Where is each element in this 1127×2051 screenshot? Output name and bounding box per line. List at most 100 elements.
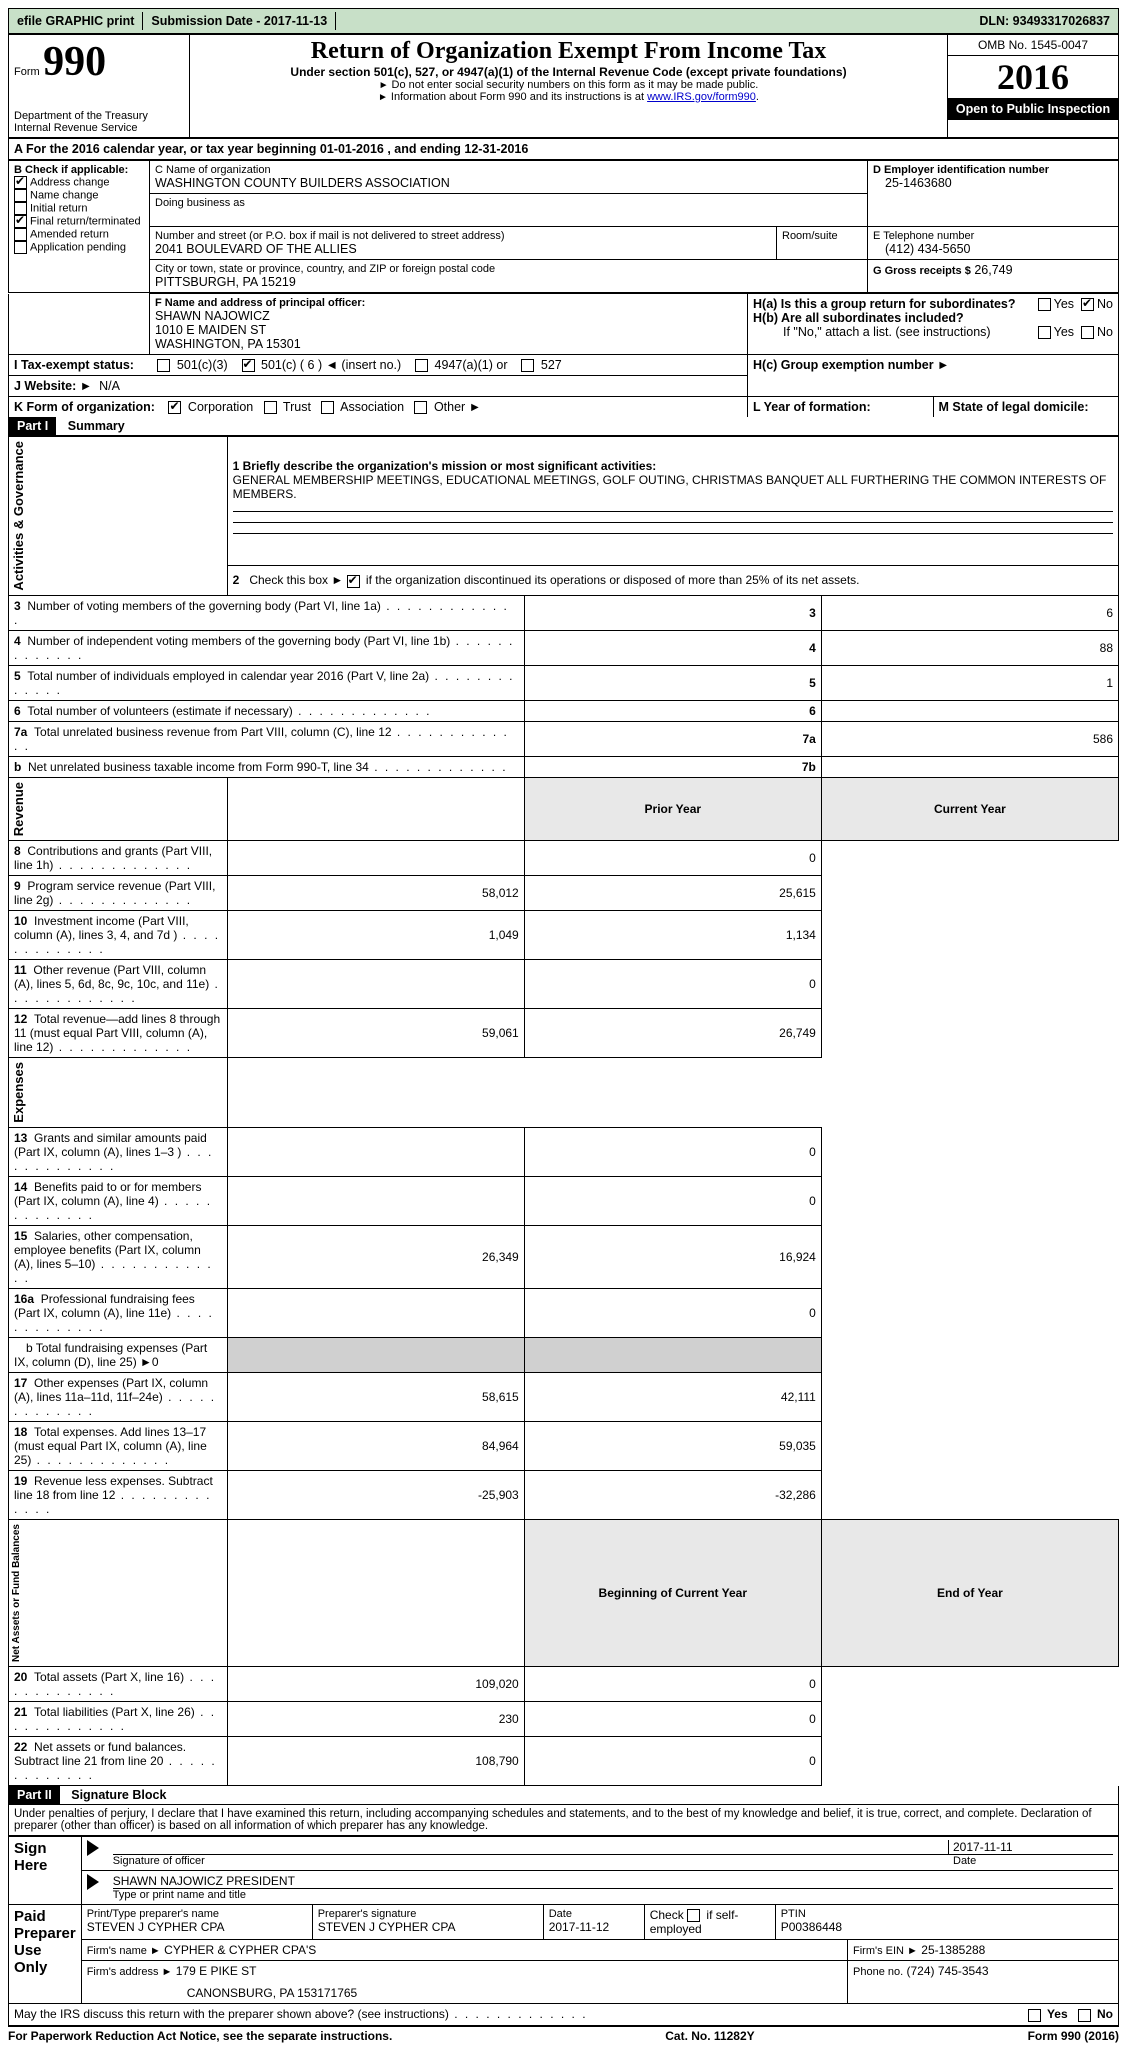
prep-date: 2017-11-12 [549, 1920, 639, 1934]
dln: DLN: 93493317026837 [971, 12, 1118, 30]
signature-block: Sign Here 2017-11-11 Signature of office… [8, 1836, 1119, 2026]
summary-line-text: Net assets or fund balances. Subtract li… [14, 1740, 217, 1782]
summary-line-text: Total expenses. Add lines 13–17 (must eq… [14, 1425, 207, 1467]
self-employed-checkbox[interactable] [687, 1909, 700, 1922]
open-to-public: Open to Public Inspection [948, 98, 1118, 120]
dept-treasury: Department of the Treasury [14, 110, 184, 122]
line-key: 7b [524, 756, 821, 777]
line2-text: 2 Check this box ► if the organization d… [233, 573, 860, 587]
prep-sig-label: Preparer's signature [318, 1908, 538, 1920]
current-year-value: 1,134 [524, 911, 821, 960]
part2-title: Signature Block [63, 1788, 166, 1802]
hb-yes-checkbox[interactable] [1038, 326, 1051, 339]
summary-line-text: Total revenue—add lines 8 through 11 (mu… [14, 1012, 220, 1054]
box-b-checkbox[interactable] [14, 241, 27, 254]
hb-no-checkbox[interactable] [1081, 326, 1094, 339]
no-label: No [1097, 325, 1113, 339]
vlabel-expenses: Expenses [9, 1058, 28, 1127]
firm-addr1: 179 E PIKE ST [176, 1964, 257, 1978]
officer-addr1: 1010 E MAIDEN ST [155, 323, 742, 337]
firm-ein-label: Firm's EIN ► [853, 1945, 918, 1957]
current-year-value: -32,286 [524, 1470, 821, 1519]
form-title: Return of Organization Exempt From Incom… [195, 38, 942, 65]
discuss-yes-checkbox[interactable] [1028, 2009, 1041, 2022]
org-form-checkbox[interactable] [264, 401, 277, 414]
box-b-label: Final return/terminated [30, 215, 141, 227]
org-form-checkbox[interactable] [168, 401, 181, 414]
prior-year-value [227, 1127, 524, 1176]
firm-phone: (724) 745-3543 [907, 1964, 989, 1978]
box-b-checkbox[interactable] [14, 176, 27, 189]
box-b-checkbox[interactable] [14, 189, 27, 202]
officer-name: SHAWN NAJOWICZ [155, 309, 742, 323]
sign-here-label: Sign Here [9, 1836, 82, 1904]
perjury-declaration: Under penalties of perjury, I declare th… [8, 1805, 1119, 1836]
prior-year-value [227, 1288, 524, 1337]
ptin-label: PTIN [781, 1908, 1113, 1920]
summary-line-text: Total unrelated business revenue from Pa… [14, 725, 509, 753]
box-b-title: B Check if applicable: [14, 164, 144, 176]
summary-line-text: Revenue less expenses. Subtract line 18 … [14, 1474, 213, 1516]
current-year-value: 59,035 [524, 1421, 821, 1470]
ha-no-checkbox[interactable] [1081, 298, 1094, 311]
box-b-label: Initial return [30, 202, 87, 214]
form-header: Form 990 Department of the Treasury Inte… [8, 34, 1119, 138]
line-value: 586 [821, 721, 1118, 756]
sig-officer-label: Signature of officer [113, 1855, 949, 1867]
arrow-icon [87, 1840, 99, 1856]
tax-status-checkbox[interactable] [521, 359, 534, 372]
box-b-checkbox[interactable] [14, 228, 27, 241]
sig-date-label: Date [949, 1855, 1113, 1867]
top-bar: efile GRAPHIC print Submission Date - 20… [8, 8, 1119, 34]
line-value [821, 700, 1118, 721]
summary-line-text: Total assets (Part X, line 16) [14, 1670, 216, 1698]
sig-date: 2017-11-11 [948, 1840, 1113, 1854]
summary-line-text: Other revenue (Part VIII, column (A), li… [14, 963, 220, 1005]
efile-button[interactable]: efile GRAPHIC print [9, 12, 143, 30]
city-value: PITTSBURGH, PA 15219 [155, 275, 862, 289]
prior-year-value: 1,049 [227, 911, 524, 960]
tax-status-checkbox[interactable] [242, 359, 255, 372]
summary-line-text: Total number of volunteers (estimate if … [27, 704, 431, 718]
line2-checkbox[interactable] [347, 575, 360, 588]
no-label: No [1097, 297, 1113, 311]
current-year-value: 42,111 [524, 1372, 821, 1421]
mission-text: GENERAL MEMBERSHIP MEETINGS, EDUCATIONAL… [233, 473, 1113, 501]
form-number: 990 [43, 39, 106, 85]
discuss-label: May the IRS discuss this return with the… [14, 2007, 588, 2021]
line-key: 5 [524, 665, 821, 700]
no-label: No [1097, 2007, 1113, 2021]
vlabel-revenue: Revenue [9, 778, 28, 840]
summary-line-text: Number of voting members of the governin… [14, 599, 509, 627]
line-value: 88 [821, 630, 1118, 665]
ha-yes-checkbox[interactable] [1038, 298, 1051, 311]
summary-line-text: Total liabilities (Part X, line 26) [14, 1705, 216, 1733]
gross-receipts-label: G Gross receipts $ [873, 265, 971, 277]
col-end-year: End of Year [821, 1519, 1118, 1666]
firm-addr-label: Firm's address ► [87, 1966, 173, 1978]
vlabel-net-assets: Net Assets or Fund Balances [9, 1520, 24, 1666]
box-b-checkbox[interactable] [14, 215, 27, 228]
street-value: 2041 BOULEVARD OF THE ALLIES [155, 242, 771, 256]
firm-name: CYPHER & CYPHER CPA'S [164, 1943, 316, 1957]
firm-name-label: Firm's name ► [87, 1945, 161, 1957]
org-form-checkbox[interactable] [414, 401, 427, 414]
tax-status-checkbox[interactable] [415, 359, 428, 372]
sig-name: SHAWN NAJOWICZ PRESIDENT [113, 1874, 1113, 1889]
instructions-link[interactable]: www.IRS.gov/form990 [647, 91, 756, 103]
discuss-no-checkbox[interactable] [1078, 2009, 1091, 2022]
line-value: 6 [821, 595, 1118, 630]
summary-line-text: Investment income (Part VIII, column (A)… [14, 914, 220, 956]
line-key: 6 [524, 700, 821, 721]
summary-line-text: Number of independent voting members of … [14, 634, 514, 662]
summary-line-text: Professional fundraising fees (Part IX, … [14, 1292, 214, 1334]
prior-year-value: 108,790 [227, 1736, 524, 1785]
box-b-label: Amended return [30, 228, 109, 240]
form-subtitle: Under section 501(c), 527, or 4947(a)(1)… [195, 65, 942, 79]
current-year-value: 0 [524, 1701, 821, 1736]
tax-status-checkbox[interactable] [157, 359, 170, 372]
year-formation-label: L Year of formation: [753, 400, 871, 414]
part2-header: Part II [9, 1786, 60, 1804]
org-form-checkbox[interactable] [321, 401, 334, 414]
line-key: 7a [524, 721, 821, 756]
